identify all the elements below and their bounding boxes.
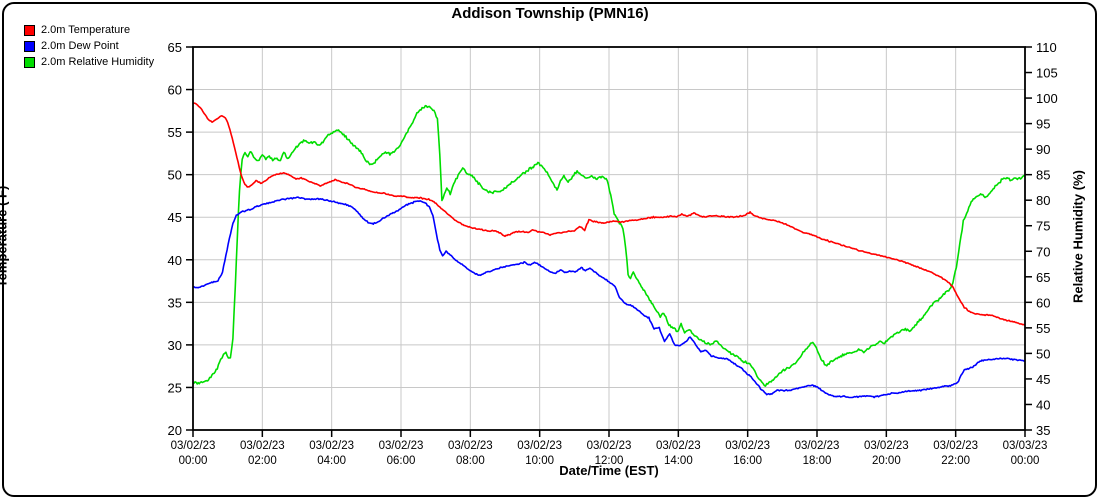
svg-text:60: 60 bbox=[1036, 295, 1050, 310]
svg-text:02:00: 02:00 bbox=[248, 455, 277, 467]
svg-text:14:00: 14:00 bbox=[664, 455, 693, 467]
svg-text:35: 35 bbox=[1036, 423, 1050, 438]
svg-text:03/02/23: 03/02/23 bbox=[379, 440, 424, 452]
svg-text:25: 25 bbox=[168, 380, 182, 395]
relative-humidity-swatch-icon bbox=[24, 56, 35, 68]
svg-text:80: 80 bbox=[1036, 193, 1050, 208]
temperature-swatch-icon bbox=[24, 24, 35, 36]
svg-text:105: 105 bbox=[1036, 66, 1058, 81]
svg-text:03/02/23: 03/02/23 bbox=[171, 440, 216, 452]
svg-text:08:00: 08:00 bbox=[456, 455, 485, 467]
svg-text:100: 100 bbox=[1036, 91, 1058, 106]
svg-text:45: 45 bbox=[168, 210, 182, 225]
svg-text:20:00: 20:00 bbox=[872, 455, 901, 467]
legend-item-temperature: 2.0m Temperature bbox=[24, 24, 154, 36]
svg-text:65: 65 bbox=[168, 40, 182, 55]
svg-text:03/02/23: 03/02/23 bbox=[933, 440, 978, 452]
chart-title: Addison Township (PMN16) bbox=[451, 5, 649, 22]
svg-text:00:00: 00:00 bbox=[1011, 455, 1040, 467]
svg-text:35: 35 bbox=[168, 295, 182, 310]
dew-point-swatch-icon bbox=[24, 40, 35, 52]
svg-text:03/02/23: 03/02/23 bbox=[240, 440, 285, 452]
axis-ticks bbox=[186, 46, 1032, 437]
svg-text:16:00: 16:00 bbox=[733, 455, 762, 467]
svg-text:00:00: 00:00 bbox=[179, 455, 208, 467]
svg-text:03/02/23: 03/02/23 bbox=[725, 440, 770, 452]
svg-text:12:00: 12:00 bbox=[595, 455, 624, 467]
legend-item-dew-point: 2.0m Dew Point bbox=[24, 40, 154, 52]
series-2-0m-dew-point bbox=[192, 196, 1025, 399]
svg-text:45: 45 bbox=[1036, 372, 1050, 387]
legend-label: 2.0m Temperature bbox=[41, 24, 131, 36]
svg-text:55: 55 bbox=[1036, 321, 1050, 336]
svg-text:06:00: 06:00 bbox=[387, 455, 416, 467]
svg-text:03/03/23: 03/03/23 bbox=[1003, 440, 1048, 452]
tick-labels: 65 60 55 50 45 40 35 30 25 20 110 105 100 95 90 85 80 75 7… bbox=[168, 40, 1058, 467]
legend-label: 2.0m Relative Humidity bbox=[41, 56, 155, 68]
svg-text:55: 55 bbox=[168, 125, 182, 140]
svg-text:03/02/23: 03/02/23 bbox=[587, 440, 632, 452]
svg-text:40: 40 bbox=[1036, 397, 1050, 412]
svg-text:03/02/23: 03/02/23 bbox=[448, 440, 493, 452]
svg-text:50: 50 bbox=[168, 168, 182, 183]
svg-text:03/02/23: 03/02/23 bbox=[656, 440, 701, 452]
svg-text:50: 50 bbox=[1036, 346, 1050, 361]
legend: 2.0m Temperature 2.0m Dew Point 2.0m Rel… bbox=[24, 24, 154, 72]
legend-item-relative-humidity: 2.0m Relative Humidity bbox=[24, 56, 154, 68]
svg-text:60: 60 bbox=[168, 83, 182, 98]
svg-text:30: 30 bbox=[168, 338, 182, 353]
svg-text:22:00: 22:00 bbox=[941, 455, 970, 467]
svg-text:40: 40 bbox=[168, 253, 182, 268]
svg-text:70: 70 bbox=[1036, 244, 1050, 259]
x-axis-label: Date/Time (EST) bbox=[559, 463, 659, 478]
svg-text:10:00: 10:00 bbox=[525, 455, 554, 467]
svg-text:75: 75 bbox=[1036, 219, 1050, 234]
svg-text:20: 20 bbox=[168, 423, 182, 438]
svg-text:95: 95 bbox=[1036, 117, 1050, 132]
legend-label: 2.0m Dew Point bbox=[41, 40, 119, 52]
series-2-0m-relative-humidity bbox=[192, 104, 1026, 387]
right-axis-label: Relative Humidity (%) bbox=[1070, 170, 1086, 303]
svg-text:03/02/23: 03/02/23 bbox=[309, 440, 354, 452]
gridlines bbox=[193, 47, 1025, 430]
svg-text:03/02/23: 03/02/23 bbox=[864, 440, 909, 452]
svg-text:03/02/23: 03/02/23 bbox=[517, 440, 562, 452]
svg-text:18:00: 18:00 bbox=[803, 455, 832, 467]
svg-text:65: 65 bbox=[1036, 270, 1050, 285]
svg-text:90: 90 bbox=[1036, 142, 1050, 157]
svg-text:85: 85 bbox=[1036, 168, 1050, 183]
series-2-0m-temperature bbox=[192, 102, 1026, 326]
svg-text:03/02/23: 03/02/23 bbox=[795, 440, 840, 452]
svg-text:04:00: 04:00 bbox=[317, 455, 346, 467]
left-axis-label: Temperature ( F) bbox=[0, 185, 10, 288]
svg-text:110: 110 bbox=[1036, 40, 1057, 55]
